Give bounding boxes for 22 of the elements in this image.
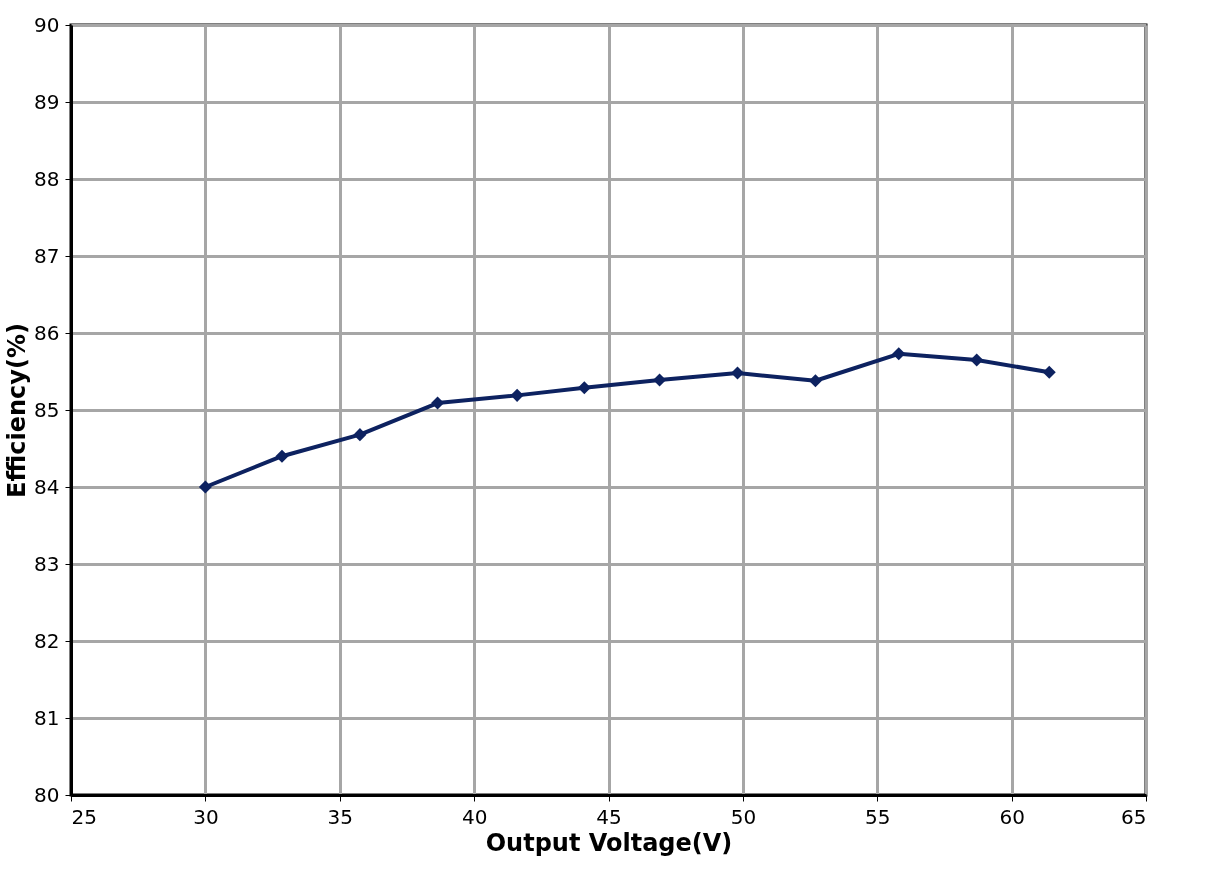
x-axis-title: Output Voltage(V)	[485, 828, 733, 857]
x-tick-label: 30	[193, 804, 219, 829]
x-tick-label: 45	[596, 804, 622, 829]
x-tick-label: 35	[327, 804, 353, 829]
y-tick-label: 81	[34, 705, 60, 730]
y-tick-label: 82	[34, 628, 60, 653]
y-tick-label: 89	[34, 89, 60, 114]
x-tick-label: 60	[999, 804, 1025, 829]
y-tick-label: 83	[34, 551, 60, 576]
y-tick-label: 86	[34, 320, 60, 345]
y-tick-label: 87	[34, 243, 60, 268]
y-tick-label: 84	[34, 474, 60, 499]
x-tick-label: 50	[730, 804, 757, 829]
y-tick-label: 85	[34, 397, 60, 422]
x-tick-label: 65	[1121, 804, 1147, 829]
x-tick-label: 40	[461, 804, 488, 829]
x-tick-label: 25	[71, 804, 97, 829]
y-tick-label: 80	[34, 782, 60, 807]
y-tick-label: 88	[34, 166, 60, 191]
y-tick-label: 90	[34, 12, 60, 37]
x-tick-label: 55	[865, 804, 891, 829]
y-axis-title: Efficiency(%)	[3, 323, 32, 498]
